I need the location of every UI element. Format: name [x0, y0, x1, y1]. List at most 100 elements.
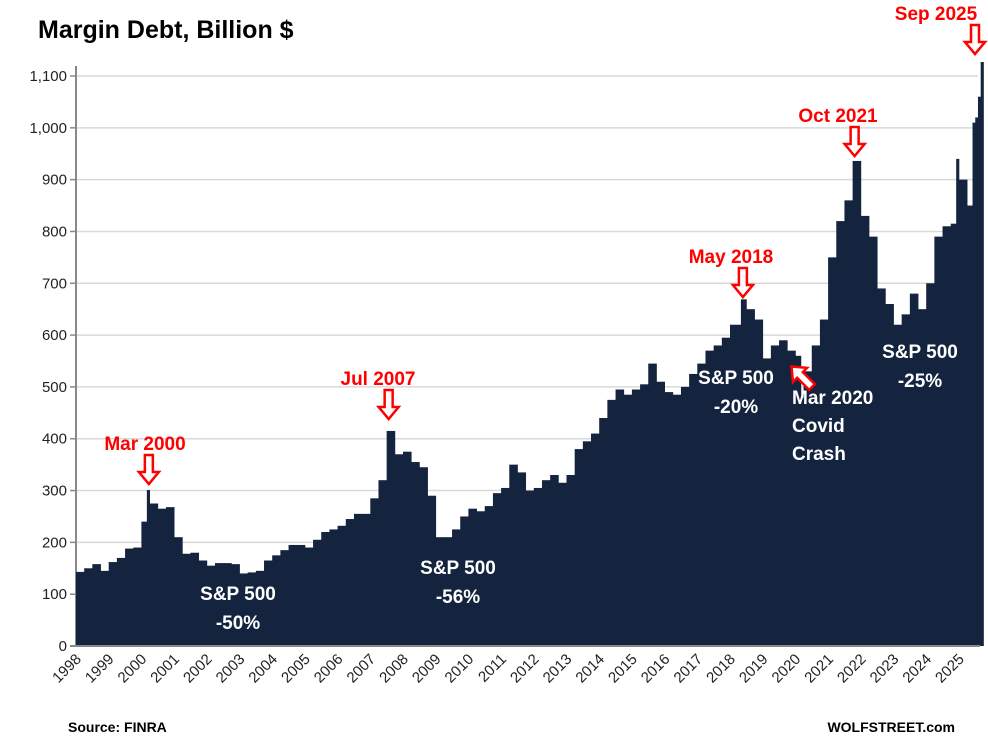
y-tick-label: 1,000 — [29, 120, 67, 137]
down-arrow-icon — [375, 388, 402, 421]
bar-2002-07 — [223, 563, 232, 646]
bar-2025-07 — [975, 117, 979, 647]
bar-2013-04 — [574, 449, 584, 646]
bar-2015-01 — [631, 389, 641, 646]
bar-2002-04 — [214, 563, 224, 646]
bar-2017-01 — [697, 363, 706, 646]
bar-2020-07 — [811, 345, 821, 646]
drawdown-label: S&P 500 — [882, 342, 958, 363]
bar-2008-07 — [419, 467, 428, 646]
bar-2023-10 — [918, 309, 927, 646]
bar-2009-04 — [443, 537, 453, 646]
drawdown-label: S&P 500 — [200, 584, 276, 605]
x-tick-label: 2018 — [703, 651, 739, 687]
bar-2005-07 — [321, 532, 330, 646]
bar-1998-07 — [92, 564, 101, 646]
bar-2019-07 — [779, 340, 788, 646]
bar-2024-01 — [926, 283, 935, 646]
bar-2024-10 — [950, 223, 957, 646]
bar-2015-10 — [656, 381, 665, 646]
bar-2009-01 — [435, 537, 445, 646]
x-tick-label: 2014 — [572, 651, 608, 687]
x-tick-label: 2021 — [801, 651, 837, 687]
bar-2016-10 — [689, 373, 698, 646]
bar-2011-10 — [525, 490, 535, 646]
x-tick-label: 2011 — [475, 651, 510, 686]
bar-2006-10 — [362, 513, 371, 646]
bar-2014-01 — [599, 418, 608, 646]
bar-2005-01 — [304, 547, 314, 646]
bar-2017-04 — [705, 350, 715, 646]
y-tick-label: 700 — [42, 275, 67, 292]
bar-2019-01 — [762, 358, 772, 646]
annotation-label: May 2018 — [689, 247, 774, 268]
bar-2001-10 — [198, 560, 208, 646]
bar-2013-10 — [591, 433, 600, 646]
bar-1999-01 — [108, 562, 118, 646]
bar-2001-04 — [182, 553, 191, 646]
bar-2020-01 — [795, 355, 802, 646]
covid-note-line: Covid — [792, 416, 845, 437]
x-tick-label: 2024 — [899, 651, 935, 687]
bar-2010-07 — [484, 506, 494, 646]
x-tick-label: 2009 — [409, 651, 445, 687]
bar-2013-07 — [582, 441, 592, 646]
bar-2004-07 — [288, 544, 298, 646]
bar-2001-07 — [190, 552, 200, 646]
bar-2017-07 — [713, 345, 723, 646]
y-tick-label: 100 — [42, 586, 67, 603]
x-tick-label: 2017 — [671, 651, 707, 687]
annotation-label: Jul 2007 — [341, 369, 416, 390]
down-arrow-icon — [962, 23, 988, 56]
bar-2018-01 — [730, 324, 742, 646]
covid-note-line: Mar 2020 — [792, 388, 873, 409]
bar-2021-04 — [836, 221, 845, 646]
y-tick-label: 500 — [42, 379, 67, 396]
bar-2000-10 — [165, 507, 175, 646]
x-tick-label: 2013 — [540, 651, 576, 687]
x-tick-label: 2008 — [376, 651, 412, 687]
x-tick-label: 2023 — [867, 651, 903, 687]
bar-2014-07 — [615, 389, 625, 646]
bar-2020-10 — [819, 319, 829, 646]
y-tick-label: 200 — [42, 534, 67, 551]
bar-2021-01 — [828, 257, 837, 646]
y-tick-label: 800 — [42, 223, 67, 240]
x-axis-ticks: 1998199920002001200220032004200520062007… — [49, 645, 980, 687]
bars — [76, 62, 984, 647]
bar-2025-08 — [977, 96, 982, 646]
bar-1998-10 — [100, 570, 110, 646]
bar-2023-07 — [909, 293, 919, 646]
bar-1998-04 — [84, 568, 93, 646]
bar-2016-07 — [680, 386, 690, 646]
bar-2000-04 — [149, 503, 159, 646]
bar-2004-01 — [272, 555, 281, 646]
bar-1999-10 — [133, 547, 142, 646]
y-tick-label: 900 — [42, 172, 67, 189]
bar-2018-10 — [754, 319, 764, 646]
x-tick-label: 2016 — [638, 651, 674, 687]
bar-2000-01 — [141, 521, 148, 646]
bar-2003-07 — [255, 570, 265, 646]
annotation-label: Oct 2021 — [798, 106, 878, 127]
bar-2003-10 — [264, 560, 273, 646]
bar-2018-07 — [746, 309, 755, 646]
gridlines — [76, 75, 978, 595]
bar-2021-07 — [844, 200, 854, 646]
bar-2025-06 — [972, 122, 976, 647]
down-arrow-icon — [730, 266, 756, 299]
bar-2020-03 — [800, 397, 804, 646]
annotation-label: Mar 2000 — [104, 434, 185, 455]
bar-2022-01 — [860, 215, 870, 646]
bar-2011-07 — [517, 472, 527, 646]
bar-2016-01 — [664, 392, 674, 646]
bar-2007-04 — [378, 480, 388, 646]
source-label: Source: FINRA — [68, 719, 167, 735]
down-arrow-icon — [841, 125, 868, 158]
drawdown-percent: -56% — [436, 587, 480, 608]
bar-2007-07 — [386, 430, 396, 646]
x-tick-label: 2002 — [180, 651, 216, 687]
bar-2020-04 — [803, 371, 813, 646]
drawdown-percent: -25% — [898, 371, 942, 392]
y-tick-label: 300 — [42, 483, 67, 500]
